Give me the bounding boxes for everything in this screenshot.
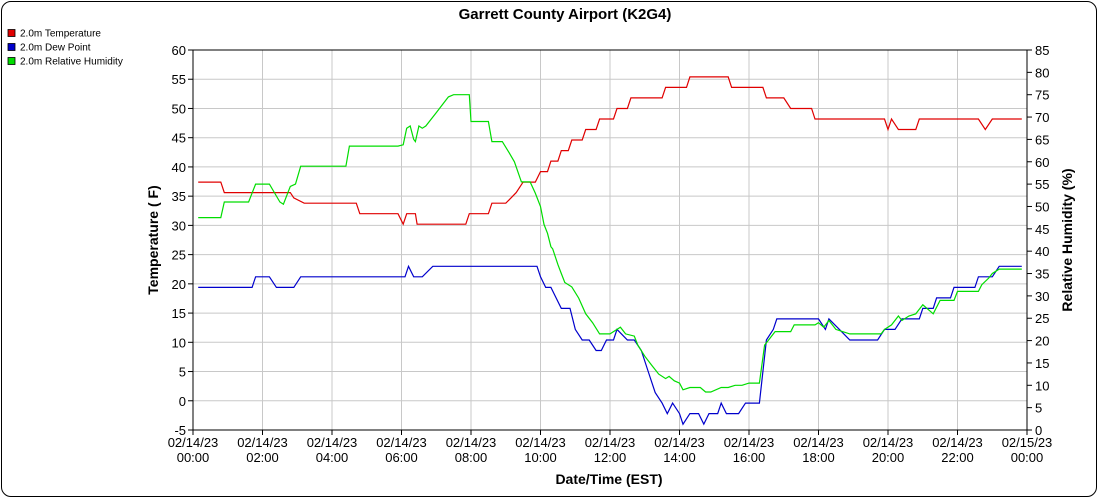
legend-swatch: [7, 43, 16, 51]
x-tick-date: 02/14/23: [515, 435, 566, 450]
left-tick-label: 5: [179, 365, 186, 380]
x-tick-time: 08:00: [455, 450, 488, 465]
right-tick-label: 65: [1035, 132, 1049, 147]
x-tick-date: 02/14/23: [654, 435, 705, 450]
x-tick-date: 02/14/23: [376, 435, 427, 450]
right-tick-label: 35: [1035, 267, 1049, 282]
y-axis-left-title: Temperature ( F): [145, 185, 161, 294]
left-axis: -5 0 5 10 15 20 25 30 35 40 45 50 55 60: [172, 43, 193, 438]
left-tick-label: 40: [172, 160, 186, 175]
x-tick-date: 02/14/23: [446, 435, 497, 450]
x-tick-date: 02/14/23: [932, 435, 983, 450]
right-axis: 0 5 10 15 20 25 30 35 40 45 50 55 60 65 70 75 80 85: [1027, 43, 1049, 438]
left-tick-label: 45: [172, 131, 186, 146]
right-tick-label: 5: [1035, 401, 1042, 416]
right-tick-label: 20: [1035, 334, 1049, 349]
x-tick-date: 02/14/23: [863, 435, 914, 450]
x-tick-time: 12:00: [594, 450, 627, 465]
right-tick-label: 75: [1035, 88, 1049, 103]
legend-label: 2.0m Temperature: [20, 29, 101, 40]
x-tick-time: 18:00: [802, 450, 835, 465]
x-tick-time: 00:00: [177, 450, 210, 465]
x-axis-title: Date/Time (EST): [555, 471, 662, 487]
right-tick-label: 55: [1035, 177, 1049, 192]
series-line-2-0m-dew-point: [198, 264, 1022, 426]
right-tick-label: 80: [1035, 65, 1049, 80]
x-tick-date: 02/14/23: [168, 435, 219, 450]
chart-title: Garrett County Airport (K2G4): [459, 6, 672, 23]
left-tick-label: 30: [172, 218, 186, 233]
right-tick-label: 15: [1035, 356, 1049, 371]
right-tick-label: 40: [1035, 244, 1049, 259]
x-tick-time: 14:00: [663, 450, 696, 465]
right-tick-label: 50: [1035, 199, 1049, 214]
x-tick-date: 02/14/23: [237, 435, 288, 450]
x-tick-time: 04:00: [316, 450, 349, 465]
x-tick-time: 20:00: [872, 450, 905, 465]
left-tick-label: 25: [172, 248, 186, 263]
x-tick-date: 02/14/23: [793, 435, 844, 450]
series-line-2-0m-relative-humidity: [198, 94, 1022, 393]
left-tick-label: 0: [179, 394, 186, 409]
grid: [192, 49, 1028, 431]
left-tick-label: 50: [172, 101, 186, 116]
legend-label: 2.0m Relative Humidity: [20, 57, 123, 68]
left-tick-label: 60: [172, 43, 186, 58]
right-tick-label: 30: [1035, 289, 1049, 304]
left-tick-label: 10: [172, 335, 186, 350]
x-tick-time: 16:00: [733, 450, 766, 465]
right-tick-label: 85: [1035, 43, 1049, 58]
y-axis-right-title: Relative Humidity (%): [1059, 168, 1075, 311]
x-tick-time: 22:00: [941, 450, 974, 465]
legend-swatch: [7, 57, 16, 65]
right-tick-label: 0: [1035, 423, 1042, 438]
x-tick-date: 02/14/23: [585, 435, 636, 450]
left-tick-label: 15: [172, 306, 186, 321]
right-tick-label: 60: [1035, 155, 1049, 170]
right-tick-label: 25: [1035, 311, 1049, 326]
x-tick-date: 02/15/23: [1002, 435, 1053, 450]
x-tick-time: 02:00: [246, 450, 279, 465]
legend-swatch: [7, 29, 16, 37]
right-tick-label: 70: [1035, 110, 1049, 125]
left-tick-label: 35: [172, 189, 186, 204]
x-axis: 02/14/2300:0002/14/2302:0002/14/2304:000…: [168, 430, 1053, 465]
right-tick-label: 10: [1035, 378, 1049, 393]
x-tick-time: 00:00: [1011, 450, 1044, 465]
series-layer: [198, 76, 1022, 426]
x-tick-date: 02/14/23: [724, 435, 775, 450]
legend: 2.0m Temperature 2.0m Dew Point 2.0m Relat…: [7, 29, 123, 68]
legend-label: 2.0m Dew Point: [20, 43, 91, 54]
right-tick-label: 45: [1035, 222, 1049, 237]
left-tick-label: 55: [172, 72, 186, 87]
left-tick-label: 20: [172, 277, 186, 292]
left-tick-label: -5: [174, 423, 186, 438]
x-tick-time: 06:00: [385, 450, 418, 465]
x-tick-date: 02/14/23: [307, 435, 358, 450]
x-tick-time: 10:00: [524, 450, 557, 465]
series-line-2-0m-temperature: [198, 76, 1022, 226]
